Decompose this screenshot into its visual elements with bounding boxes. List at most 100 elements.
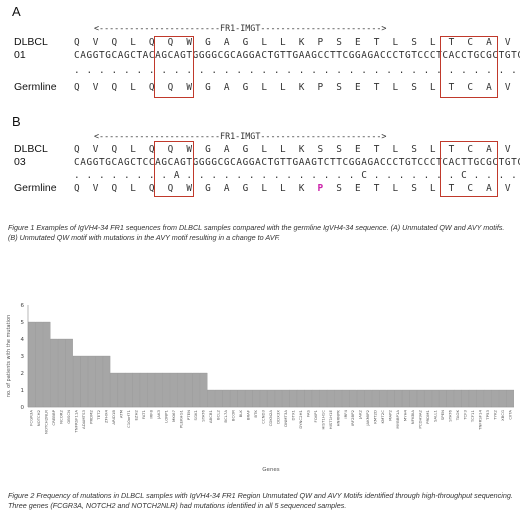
bar-xbcg xyxy=(499,389,507,408)
x-tick-label: STAT6 xyxy=(447,409,452,421)
x-tick-label: NOTCH2 xyxy=(36,409,41,426)
panel-a-label: A xyxy=(12,4,21,19)
x-tick-label: PTEN xyxy=(186,410,191,420)
bar-pcdh9a2 xyxy=(416,389,425,408)
y-tick-label: 1 xyxy=(21,388,25,394)
x-tick-label: IRF2BP2 xyxy=(350,409,355,426)
germline-seq-b-part1: Q V Q L Q Q W G A G L L K xyxy=(74,183,318,194)
bar-ncor2 xyxy=(57,338,66,408)
x-tick-label: DYNC2H1 xyxy=(298,409,303,428)
bar-bcl2 xyxy=(214,389,223,408)
x-tick-label: TET2 xyxy=(96,409,101,420)
x-tick-label: XBCG xyxy=(500,410,505,421)
bar-taok xyxy=(454,389,462,408)
x-tick-label: FCGR3A xyxy=(29,410,34,426)
bar-braf xyxy=(244,389,253,408)
bar-pten xyxy=(185,372,193,408)
x-tick-label: BLK xyxy=(238,410,243,418)
x-tick-label: BCL7A xyxy=(223,410,228,423)
x-tick-label: JAK3 xyxy=(156,409,161,419)
bar-hnrnpk xyxy=(334,389,343,408)
bar-jakmip2 xyxy=(364,389,372,408)
bar-ccnd3 xyxy=(259,389,268,408)
bar-notch2nlr xyxy=(42,321,51,408)
qw-motif-box-b xyxy=(154,141,194,197)
dna-seq-dlbcl01: CAGGTGCAGCTACAGCAGTGGGGCGCAGGACTGTTGAAGC… xyxy=(74,50,520,61)
bar-adamts3 xyxy=(80,355,88,408)
x-tick-label: SALL1 xyxy=(432,409,437,422)
bar-cdkn2a xyxy=(267,389,275,408)
x-tick-label: CIITA xyxy=(507,410,512,420)
x-tick-label: TP53 xyxy=(485,409,490,420)
x-tick-label: NOTCH2NLR xyxy=(44,410,49,434)
x-tick-label: SGK1 xyxy=(193,409,198,420)
bar-crebbp xyxy=(50,338,58,408)
x-axis-title: Genes xyxy=(262,467,280,473)
bar-ezh2 xyxy=(132,372,141,408)
x-tick-label: MYBBP1A xyxy=(395,410,400,429)
x-tick-label: ZFHX4 xyxy=(104,409,109,422)
panel-a-ruler: <------------------------FR1-IMGT-------… xyxy=(94,23,387,33)
x-tick-label: SPEN xyxy=(440,410,445,420)
protein-seq-dlbcl03: Q V Q L Q Q W G A G L L K S S E T L S L … xyxy=(74,144,520,155)
bar-hist1h1c xyxy=(319,389,328,408)
x-tick-label: FOXP1 xyxy=(313,409,318,422)
bar-notch2 xyxy=(35,321,43,408)
x-tick-label: NFKBIA xyxy=(410,410,415,425)
x-tick-label: CCND3 xyxy=(261,409,266,423)
x-tick-label: LONP1 xyxy=(163,409,168,422)
x-tick-label: TAOK xyxy=(455,410,460,422)
sample-label-dlbcl01: DLBCL 01 xyxy=(14,36,48,61)
bar-irf2bp2 xyxy=(349,389,357,408)
bar-stat6 xyxy=(446,389,455,408)
bar-tcf11 xyxy=(469,389,477,408)
bar-dync2h1 xyxy=(297,389,305,408)
identity-dots-a: . . . . . . . . . . . . . . . . . . . . … xyxy=(74,65,520,76)
x-tick-label: BTK xyxy=(253,410,258,418)
bar-bcl7a xyxy=(222,389,230,408)
mutation-frequency-chart: 0 1 2 3 4 5 6 FCGR3A NOTCH2 NOTCH2NLR CREBBP NCOR2 O… xyxy=(6,303,515,473)
bar-dnmt3a xyxy=(282,389,290,408)
x-tick-label: TNFRSF11A xyxy=(74,410,79,434)
germline-label-b: Germline xyxy=(14,182,57,194)
bar-stat6 xyxy=(199,372,208,408)
x-tick-label: HIST1H1E xyxy=(328,409,333,429)
germline-seq-a: Q V Q L Q Q W G A G L L K P S E T L S L … xyxy=(74,82,520,93)
sample-label-dlbcl03: DLBCL 03 xyxy=(14,143,48,168)
x-tick-label: DNMT3A xyxy=(283,410,288,427)
x-tick-label: OBSCN xyxy=(66,410,71,424)
protein-seq-dlbcl01: Q V Q L Q Q W G A G L L K P S E T L S L … xyxy=(74,37,520,48)
x-tick-label: CDKN2A xyxy=(268,410,273,427)
bar-sall1 xyxy=(431,389,440,408)
bar-jak2 xyxy=(356,389,365,408)
bar-fas xyxy=(304,389,313,408)
x-tick-label: TNFRSF14 xyxy=(477,409,482,430)
dna-seq-dlbcl03: CAGGTGCAGCTCCAGCAGTGGGGCGCAGGACTGTTGAAGT… xyxy=(74,157,520,168)
x-tick-label: KMT2C xyxy=(380,410,385,424)
bar-tet2 xyxy=(95,355,103,408)
bar-plekhg1 xyxy=(177,372,186,408)
bar-atm xyxy=(117,372,126,408)
x-tick-label: TCF3 xyxy=(462,409,467,420)
x-tick-label: JAKMIP2 xyxy=(365,409,370,426)
bar-prdm2 xyxy=(87,355,96,408)
qw-motif-box-a xyxy=(154,36,194,98)
bar-tnfrsf11a xyxy=(72,355,81,408)
bar-bcor xyxy=(229,389,238,408)
figure2-caption: Figure 2 Frequency of mutations in DLBCL… xyxy=(8,491,513,510)
bar-irf4 xyxy=(342,389,350,408)
x-tick-label: EZH2 xyxy=(133,409,138,420)
x-tick-label: PRDM2 xyxy=(89,409,94,423)
x-tick-label: HIST1H1C xyxy=(320,410,325,430)
x-tick-label: MKI67 xyxy=(171,409,176,422)
bar-dtx1 xyxy=(289,389,298,408)
bar-obscn xyxy=(65,338,73,408)
x-tick-label: HNRNPK xyxy=(335,410,340,427)
x-tick-label: STAT6 xyxy=(201,409,206,421)
x-tick-label: FAS xyxy=(305,409,310,417)
panel-b-ruler: <------------------------FR1-IMGT-------… xyxy=(94,131,387,141)
bar-mki67 xyxy=(170,372,178,408)
x-tick-label: TYK2 xyxy=(492,409,497,420)
bar-kmt2c xyxy=(379,389,387,408)
bar-spen xyxy=(439,389,447,408)
